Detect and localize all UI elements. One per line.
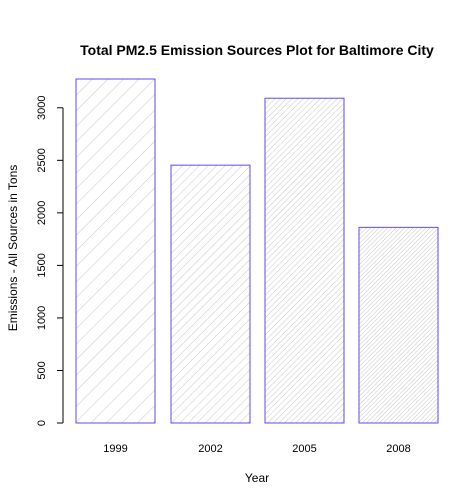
y-tick-label: 2500 [36, 148, 48, 172]
y-tick-label: 2000 [36, 201, 48, 225]
y-tick-label: 3000 [36, 96, 48, 120]
x-tick-label: 1999 [103, 443, 127, 455]
x-tick-label: 2005 [292, 443, 316, 455]
bar-1999 [75, 78, 156, 424]
chart-title: Total PM2.5 Emission Sources Plot for Ba… [80, 42, 434, 58]
y-tick-label: 0 [36, 420, 48, 426]
bar-2008 [358, 226, 439, 424]
x-tick-label: 2008 [386, 443, 410, 455]
bar-2005 [264, 97, 345, 424]
y-tick-label: 500 [36, 361, 48, 379]
x-tick-labels: 1999 2002 2005 2008 [103, 443, 410, 455]
x-axis-label: Year [245, 471, 269, 485]
y-tick-label: 1000 [36, 306, 48, 330]
y-axis: 0 500 1000 1500 2000 2500 3000 [36, 96, 64, 426]
x-tick-label: 2002 [198, 443, 222, 455]
bars [75, 78, 439, 424]
bar-2002 [170, 164, 251, 424]
y-tick-label: 1500 [36, 253, 48, 277]
y-axis-label: Emissions - All Sources in Tons [6, 165, 20, 332]
